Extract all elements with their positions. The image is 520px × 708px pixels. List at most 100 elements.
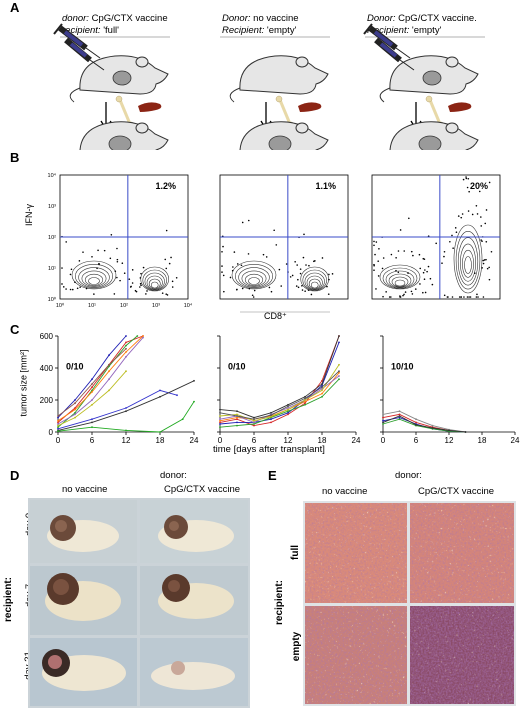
- b-plot-1-event: [97, 249, 99, 252]
- b-plot-3-event: [414, 288, 417, 290]
- c-chart-2-point: [219, 418, 221, 421]
- b-plot-3-event: [374, 253, 376, 256]
- b-plot-1-percent: 1.2%: [155, 181, 176, 191]
- panel-a-schematic: donor: CpG/CTX vaccine recipient: 'full'…: [53, 13, 485, 150]
- c-chart-1-point: [108, 389, 110, 392]
- e-row-empty: empty: [291, 631, 303, 662]
- b-plot-3-event: [377, 260, 380, 262]
- b-plot-1-contour: [146, 275, 163, 290]
- b-plot-2-event: [295, 285, 298, 287]
- c-chart-1-point: [125, 355, 127, 358]
- svg-text:Recipient: 'empty': Recipient: 'empty': [222, 25, 297, 36]
- b-plot-2-event: [328, 273, 330, 276]
- c-chart-2-point: [236, 421, 238, 424]
- a3-syringe-icon: [363, 23, 415, 71]
- b-y-tick-3: 10³: [48, 204, 56, 210]
- c-chart-3: 0 6 12 18 24 10/10: [380, 335, 520, 445]
- c-chart-2-point: [236, 413, 238, 416]
- c-chart-3-point: [382, 413, 384, 416]
- c-chart-1-series-10: [57, 401, 195, 433]
- b-plot-1-event: [82, 251, 84, 253]
- c-chart-2-point: [236, 418, 238, 421]
- b-plot-3-event: [377, 275, 380, 277]
- d-col-cpg: CpG/CTX vaccine: [164, 484, 241, 495]
- c-chart-2-point: [321, 386, 323, 389]
- a2-recipient-mouse: [239, 121, 329, 150]
- b-plot-1-event: [116, 258, 119, 261]
- b-plot-3-event: [471, 213, 474, 216]
- b-plot-2-contour: [308, 278, 321, 289]
- b-plot-3-event: [478, 190, 481, 193]
- c-chart-1-point: [91, 378, 93, 381]
- c-chart-1-point: [57, 416, 59, 419]
- c-chart-2-point: [270, 411, 272, 414]
- b-plot-2-event: [221, 250, 223, 253]
- b-plot-1-event: [170, 256, 172, 259]
- b-plot-1-event: [65, 241, 67, 243]
- b-plot-2-event: [251, 294, 254, 297]
- c-chart-2-x-tick-2: 12: [284, 436, 293, 445]
- b-plot-2-event: [310, 293, 313, 296]
- b-plot-2-contour: [235, 263, 274, 289]
- b-plot-2-percent: 1.1%: [315, 181, 336, 191]
- b-plot-2-event: [223, 290, 225, 293]
- b-plot-3-event: [382, 257, 385, 259]
- c-chart-2-point: [253, 419, 255, 422]
- b-plot-3-event: [424, 291, 427, 294]
- d-photo-day7-no-vaccine: [30, 566, 137, 635]
- b-plot-1-event: [113, 293, 116, 295]
- b-plot-3-event: [482, 262, 485, 265]
- b-plot-3-event: [485, 240, 488, 243]
- a2-recipient-label: Recipient:: [222, 25, 265, 36]
- c-chart-1-point: [57, 421, 59, 424]
- c-chart-2-point: [270, 414, 272, 417]
- a3-bone: [428, 99, 442, 125]
- b-plot-3-event: [481, 267, 483, 269]
- b-plot-3-event: [476, 213, 479, 215]
- b-plot-1-event: [166, 294, 169, 296]
- b-plot-1-event: [142, 266, 145, 269]
- c-chart-2-point: [287, 407, 289, 409]
- a1-recipient-label: recipient:: [62, 25, 101, 36]
- b-plot-1-event: [91, 255, 93, 258]
- a3-spleen: [448, 102, 472, 112]
- a1-recipient-text: 'full': [101, 25, 120, 36]
- b-plot-3-event: [375, 288, 377, 290]
- c-chart-3-point: [415, 418, 417, 421]
- b-plot-2-event: [294, 260, 296, 263]
- b-plot-2-contour: [244, 273, 264, 286]
- c-chart-2-x-tick-1: 6: [252, 436, 257, 445]
- c-chart-2-point: [321, 395, 323, 398]
- a2-donor-text: no vaccine: [251, 13, 299, 24]
- b-plot-3-event: [485, 258, 487, 261]
- b-plot-3-event: [486, 267, 489, 270]
- b-plot-1-event: [109, 257, 112, 260]
- b-plot-2-event: [305, 264, 307, 266]
- b-plot-1-contour: [78, 267, 110, 288]
- c-chart-1-point: [91, 426, 93, 429]
- b-plot-3-event: [465, 176, 467, 178]
- b-plot-1-event: [165, 267, 168, 270]
- c-chart-1-point: [125, 341, 127, 344]
- c-chart-3-point: [382, 423, 384, 425]
- c-chart-1-point: [91, 386, 93, 389]
- b-plot-3-event: [410, 250, 413, 253]
- c-chart-2-point: [253, 423, 255, 425]
- c-chart-1-series-5: [57, 337, 144, 425]
- b-plot-1-contour: [88, 277, 100, 285]
- b-plot-3-event: [447, 296, 449, 298]
- b-plot-3-event: [381, 267, 384, 270]
- b-plot-3-event: [443, 294, 446, 297]
- b-plot-2-event: [327, 293, 330, 295]
- b-plot-3-event: [403, 293, 405, 296]
- c-y-tick-2: 400: [40, 364, 54, 373]
- c-chart-2-point: [236, 416, 238, 419]
- c-chart-3-x-tick-3: 18: [478, 436, 487, 445]
- b-plot-3-contour: [391, 276, 409, 287]
- b-plot-2-contour: [310, 281, 319, 289]
- a2-spleen: [298, 102, 322, 112]
- a1-donor-mouse-tail: [69, 87, 81, 103]
- c-chart-3-series-1: [382, 413, 466, 433]
- c-chart-1-point: [108, 363, 110, 366]
